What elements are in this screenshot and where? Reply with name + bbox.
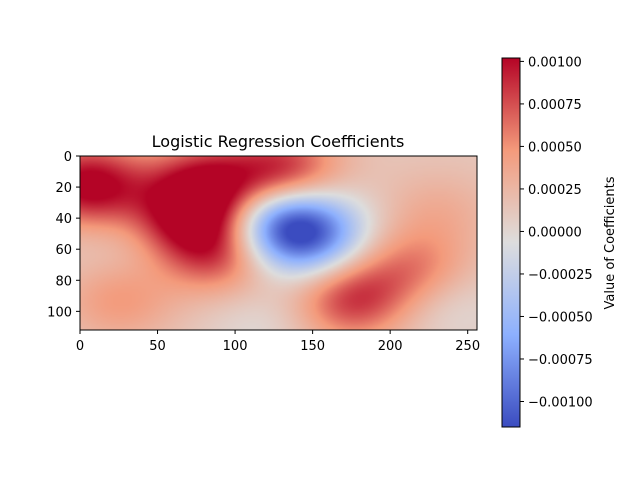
x-tick-label: 0 — [76, 339, 84, 354]
colorbar-tick-label: 0.00075 — [528, 98, 582, 113]
x-tick-label: 100 — [223, 339, 248, 354]
colorbar-tick-label: −0.00050 — [528, 310, 593, 325]
x-tick-label: 200 — [378, 339, 403, 354]
y-tick-label: 100 — [47, 305, 72, 320]
y-tick-label: 0 — [64, 150, 72, 165]
chart-title: Logistic Regression Coefficients — [152, 132, 405, 151]
x-tick-label: 150 — [300, 339, 325, 354]
y-tick-label: 60 — [55, 243, 72, 258]
colorbar-tick-label: −0.00075 — [528, 353, 593, 368]
colorbar-tick-label: −0.00100 — [528, 395, 593, 410]
heatmap-cells — [80, 156, 477, 330]
y-tick-label: 20 — [55, 181, 72, 196]
x-tick-label: 50 — [149, 339, 166, 354]
x-tick-label: 250 — [455, 339, 480, 354]
x-axis: 0 50 100 150 200 250 — [76, 330, 480, 354]
colorbar-label: Value of Coefficients — [603, 176, 618, 309]
y-tick-label: 80 — [55, 274, 72, 289]
colorbar: 0.00100 0.00075 0.00050 0.00025 0.00000 −0.00… — [501, 55, 593, 428]
colorbar-tick-label: 0.00050 — [528, 140, 582, 155]
heatmap-image — [80, 156, 477, 330]
colorbar-gradient — [501, 57, 521, 428]
y-axis: 0 20 40 60 80 100 — [47, 150, 80, 320]
colorbar-tick-label: 0.00100 — [528, 55, 582, 70]
y-tick-label: 40 — [55, 212, 72, 227]
colorbar-tick-label: 0.00025 — [528, 183, 582, 198]
colorbar-tick-label: −0.00025 — [528, 268, 593, 283]
colorbar-tick-label: 0.00000 — [528, 225, 582, 240]
plot-frame — [79, 155, 478, 331]
